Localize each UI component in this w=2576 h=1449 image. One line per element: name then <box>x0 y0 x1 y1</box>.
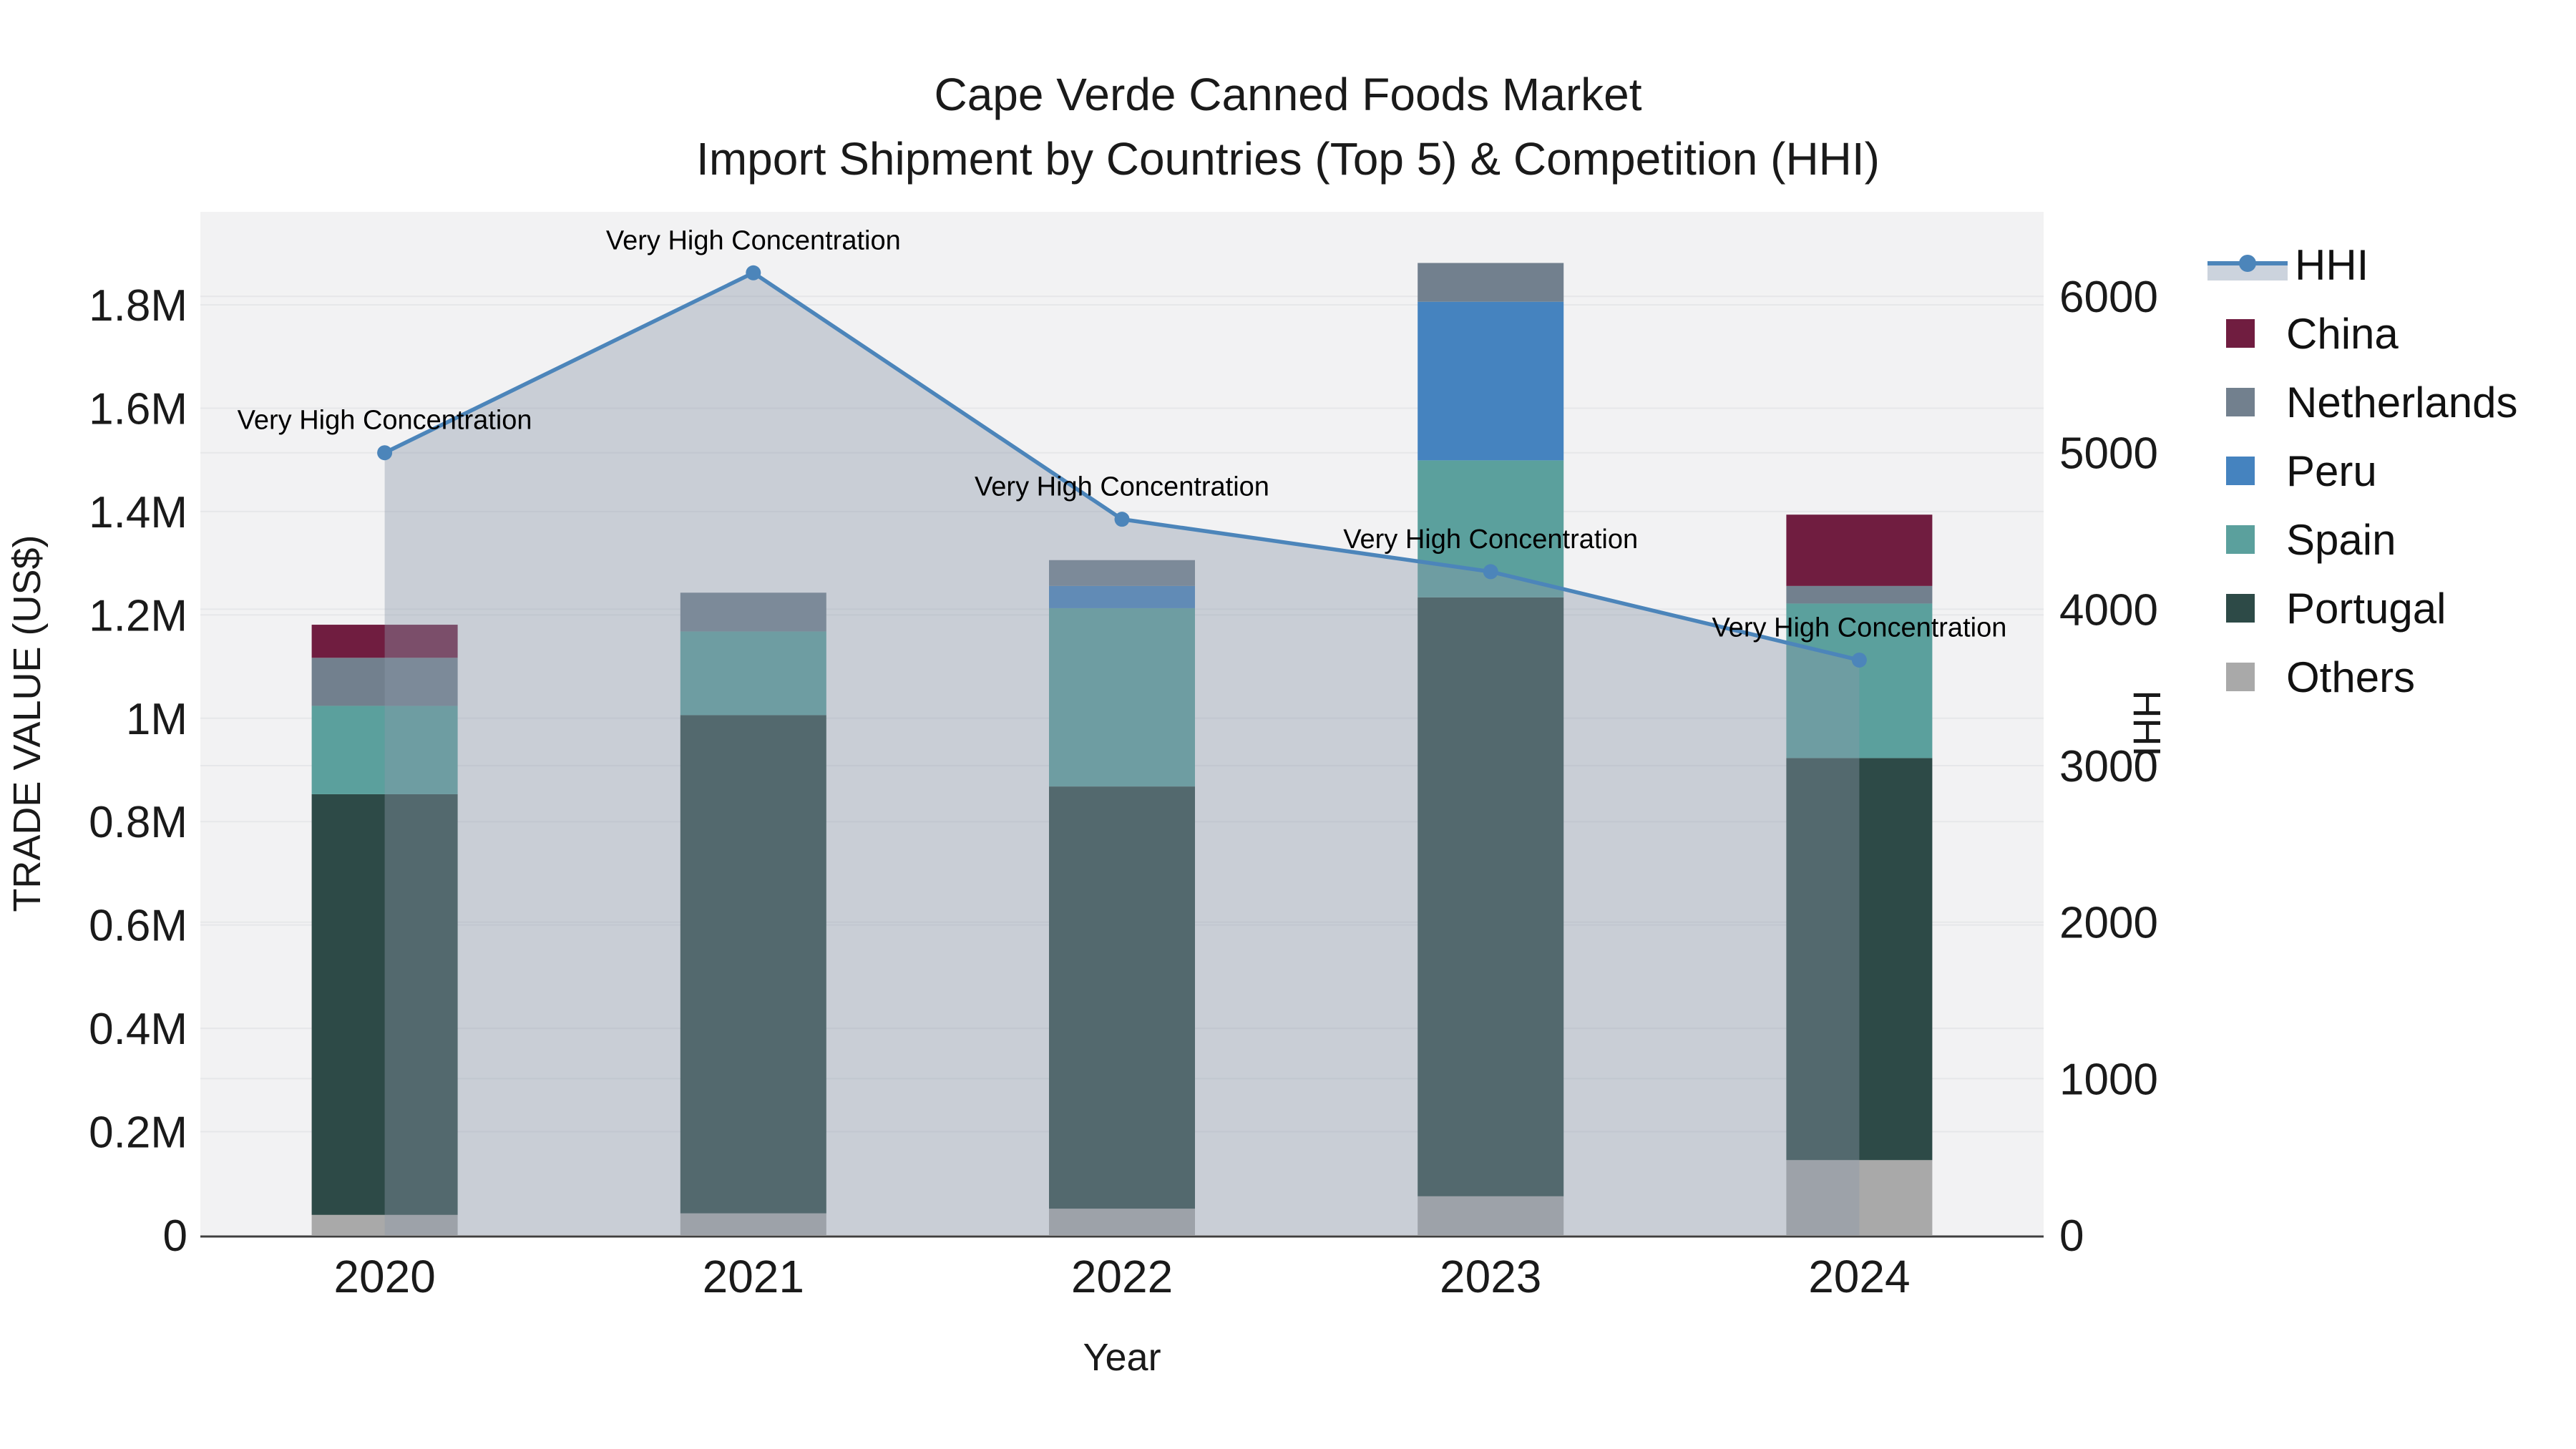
right-tick-label: 0 <box>2059 1211 2084 1261</box>
right-tick-label: 1000 <box>2059 1055 2158 1104</box>
bar-segment-others-2020[interactable] <box>311 1214 458 1235</box>
chart-title: Cape Verde Canned Foods Market <box>934 69 1642 120</box>
left-tick-label: 0.4M <box>89 1005 187 1054</box>
hhi-marker-2022[interactable] <box>1114 512 1130 527</box>
left-axis-title: TRADE VALUE (US$) <box>6 535 49 912</box>
legend-item-peru[interactable]: Peru <box>2207 447 2377 495</box>
legend-swatch-peru <box>2226 457 2255 485</box>
bar-segment-portugal-2020[interactable] <box>311 794 458 1215</box>
left-tick-label: 1.4M <box>89 488 187 537</box>
legend-label: Peru <box>2286 447 2377 495</box>
bar-segment-china-2024[interactable] <box>1786 514 1933 586</box>
left-tick-label: 1M <box>126 695 187 744</box>
bar-segment-netherlands-2022[interactable] <box>1049 560 1195 586</box>
annotation-2022: Very High Concentration <box>975 472 1269 502</box>
legend-item-china[interactable]: China <box>2207 309 2399 358</box>
bar-segment-portugal-2023[interactable] <box>1418 597 1564 1196</box>
x-tick-label-2022: 2022 <box>1071 1251 1173 1302</box>
x-tick-label-2023: 2023 <box>1440 1251 1541 1302</box>
legend-item-spain[interactable]: Spain <box>2207 515 2396 564</box>
bar-segment-netherlands-2023[interactable] <box>1418 263 1564 302</box>
right-tick-label: 4000 <box>2059 585 2158 635</box>
annotation-2021: Very High Concentration <box>606 225 901 255</box>
bar-segment-spain-2021[interactable] <box>680 631 826 716</box>
right-axis-title: HHI <box>2125 690 2168 757</box>
bar-segment-netherlands-2024[interactable] <box>1786 585 1933 604</box>
legend-item-others[interactable]: Others <box>2207 653 2415 701</box>
hhi-line-sample <box>2207 255 2288 280</box>
legend-label: China <box>2286 309 2399 358</box>
legend-item-portugal[interactable]: Portugal <box>2207 584 2446 633</box>
bar-segment-peru-2022[interactable] <box>1049 585 1195 608</box>
hhi-marker-2024[interactable] <box>1851 652 1867 668</box>
bar-segment-spain-2020[interactable] <box>311 706 458 794</box>
hhi-marker-2020[interactable] <box>377 445 393 461</box>
annotation-2023: Very High Concentration <box>1343 525 1638 555</box>
bar-segment-others-2023[interactable] <box>1418 1196 1564 1235</box>
bar-segment-portugal-2022[interactable] <box>1049 786 1195 1209</box>
legend-swatch-china <box>2226 319 2255 348</box>
bar-segment-others-2022[interactable] <box>1049 1209 1195 1235</box>
legend-label: HHI <box>2295 240 2369 289</box>
bar-segment-portugal-2021[interactable] <box>680 715 826 1214</box>
legend-label: Netherlands <box>2286 378 2518 426</box>
legend-item-netherlands[interactable]: Netherlands <box>2207 378 2518 426</box>
x-tick-label-2021: 2021 <box>703 1251 804 1302</box>
legend-label: Others <box>2286 653 2416 701</box>
bar-segment-spain-2024[interactable] <box>1786 603 1933 758</box>
x-tick-label-2024: 2024 <box>1808 1251 1910 1302</box>
bar-segment-china-2020[interactable] <box>311 625 458 658</box>
annotation-2020: Very High Concentration <box>238 406 532 436</box>
bar-segment-netherlands-2020[interactable] <box>311 658 458 706</box>
right-tick-label: 2000 <box>2059 899 2158 948</box>
bar-segment-others-2021[interactable] <box>680 1213 826 1235</box>
bar-segment-portugal-2024[interactable] <box>1786 758 1933 1161</box>
right-tick-label: 5000 <box>2059 429 2158 479</box>
left-tick-label: 0.8M <box>89 798 187 847</box>
x-axis-title: Year <box>1083 1336 1161 1379</box>
legend-label: Spain <box>2286 515 2396 564</box>
x-tick-label-2020: 2020 <box>333 1251 435 1302</box>
legend-swatch-spain <box>2226 525 2255 554</box>
hhi-area-fill <box>384 273 1860 1235</box>
legend-swatch-others <box>2226 663 2255 691</box>
left-tick-label: 1.6M <box>89 384 187 434</box>
right-tick-label: 6000 <box>2059 273 2158 322</box>
legend-label: Portugal <box>2286 584 2446 633</box>
left-tick-label: 1.2M <box>89 591 187 640</box>
left-tick-label: 0 <box>163 1211 187 1261</box>
bar-segment-others-2024[interactable] <box>1786 1160 1933 1235</box>
bar-segment-peru-2023[interactable] <box>1418 301 1564 461</box>
left-tick-label: 0.2M <box>89 1108 187 1158</box>
annotation-2024: Very High Concentration <box>1712 613 2006 643</box>
legend-item-hhi[interactable]: HHI <box>2207 240 2368 289</box>
legend-swatch-netherlands <box>2226 388 2255 416</box>
left-tick-label: 0.6M <box>89 902 187 951</box>
bar-segment-spain-2022[interactable] <box>1049 608 1195 787</box>
left-tick-label: 1.8M <box>89 281 187 331</box>
hhi-marker-2021[interactable] <box>746 265 761 280</box>
bar-segment-netherlands-2021[interactable] <box>680 592 826 632</box>
chart-subtitle: Import Shipment by Countries (Top 5) & C… <box>696 133 1880 185</box>
legend-swatch-portugal <box>2226 594 2255 623</box>
right-tick-label: 3000 <box>2059 742 2158 791</box>
hhi-marker-2023[interactable] <box>1483 564 1498 580</box>
